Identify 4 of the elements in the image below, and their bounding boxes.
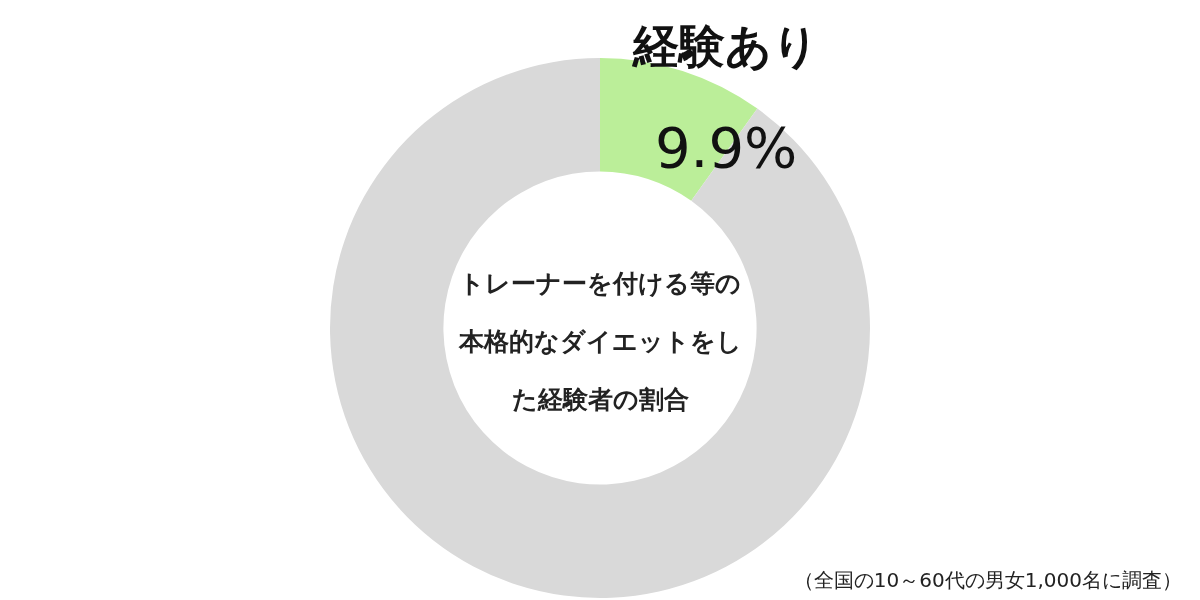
text: （全国の10～60代の男女1,000名に調査） xyxy=(793,567,1182,594)
data-label: 9.9% xyxy=(654,114,798,180)
text: トレーナーを付ける等の本格的なダイエットをした経験者の割合 xyxy=(457,268,743,416)
slice-label: 経験あり xyxy=(631,18,820,73)
